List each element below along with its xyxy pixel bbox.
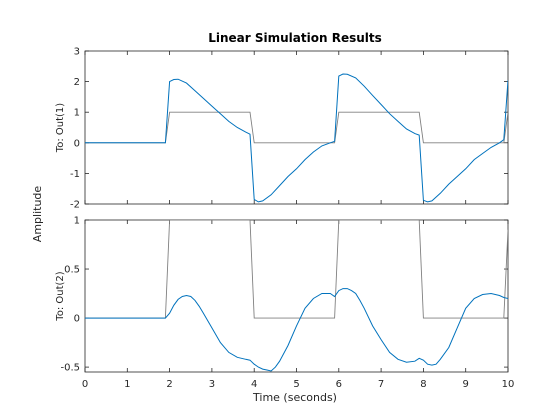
y-tick-label: 3 <box>74 47 80 58</box>
y-tick-label: 0 <box>74 138 80 149</box>
x-tick-label: 8 <box>420 379 426 390</box>
chart-title: Linear Simulation Results <box>208 31 382 45</box>
x-tick-label: 0 <box>82 379 88 390</box>
x-tick-label: 3 <box>209 379 215 390</box>
x-tick-label: 9 <box>463 379 469 390</box>
y-tick-label: 2 <box>74 77 80 88</box>
y-tick-label: -1 <box>70 169 80 180</box>
x-axis-label: Time (seconds) <box>252 391 337 404</box>
x-tick-label: 2 <box>166 379 172 390</box>
plot-area-2 <box>84 219 509 373</box>
x-tick-label: 5 <box>293 379 299 390</box>
panel-y-label: To: Out(1) <box>55 103 66 153</box>
plot-area-1 <box>84 50 509 205</box>
y-tick-label: -2 <box>70 200 80 211</box>
response-signal-line <box>85 288 508 372</box>
input-signal-line <box>85 220 508 319</box>
y-tick-label: -0.5 <box>60 363 80 374</box>
x-tick-label: 10 <box>502 379 515 390</box>
y-tick-label: 0.5 <box>64 265 80 276</box>
y-axis-label: Amplitude <box>31 186 44 243</box>
x-tick-label: 4 <box>251 379 257 390</box>
y-tick-label: 0 <box>74 314 80 325</box>
panel-1: 3 2 1 0 -1 -2 To: Out(1) <box>55 47 509 211</box>
input-signal-line <box>85 111 508 144</box>
panel-y-label: To: Out(2) <box>55 271 66 321</box>
y-tick-label: 1 <box>74 108 80 119</box>
x-tick-label: 6 <box>336 379 342 390</box>
response-signal-line <box>85 73 508 203</box>
x-tick-label: 1 <box>124 379 130 390</box>
y-tick-label: 1 <box>74 216 80 227</box>
x-tick-label: 7 <box>378 379 384 390</box>
